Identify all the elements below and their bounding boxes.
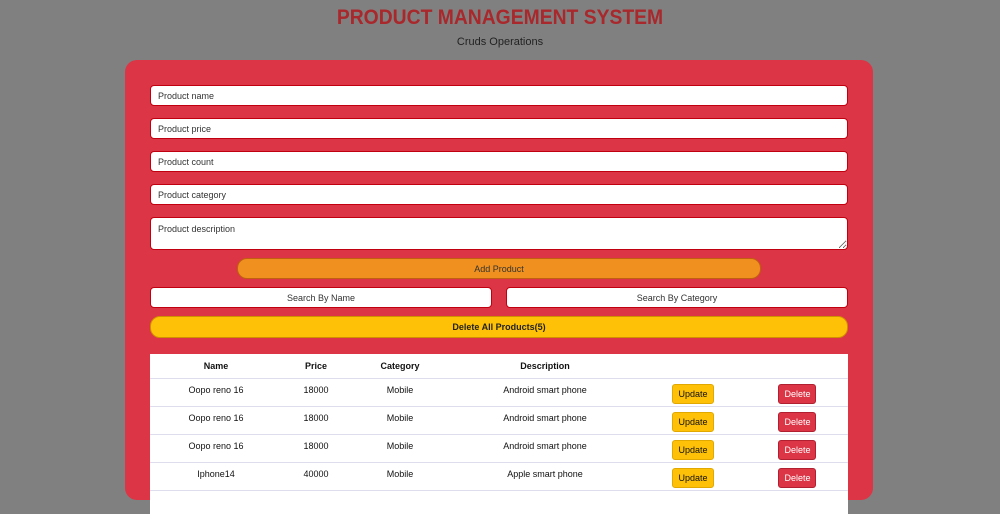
cell-price: 18000 (282, 434, 350, 463)
header-description: Description (450, 354, 640, 379)
cell-update: Update (640, 434, 745, 463)
delete-all-button[interactable]: Delete All Products(5) (150, 316, 848, 338)
search-by-name-input[interactable] (150, 287, 492, 308)
update-button[interactable]: Update (671, 440, 714, 460)
product-category-input[interactable] (150, 184, 848, 205)
cell-description: Android smart phone (450, 406, 640, 435)
cell-description: Android smart phone (450, 378, 640, 407)
cell-category: Mobile (350, 406, 450, 435)
cell-description: Android smart phone (450, 434, 640, 463)
cell-update: Update (640, 406, 745, 435)
header-delete (745, 354, 848, 379)
page-title: PRODUCT MANAGEMENT SYSTEM (336, 6, 664, 29)
cell-update: Update (640, 462, 745, 491)
table-row: Oopo reno 16 18000 Mobile Android smart pho… (150, 378, 848, 407)
search-by-category-input[interactable] (506, 287, 848, 308)
cell-category: Mobile (350, 434, 450, 463)
table-row: Oopo reno 16 18000 Mobile Android smart pho… (150, 406, 848, 435)
header-price: Price (282, 354, 350, 379)
cell-delete: Delete (745, 434, 848, 463)
update-button[interactable]: Update (671, 384, 714, 404)
cell-delete: Delete (745, 378, 848, 407)
product-form-panel: Add Product Delete All Products(5) Name … (125, 60, 873, 514)
delete-button[interactable]: Delete (777, 412, 816, 432)
cell-name: Iphone14 (150, 462, 282, 491)
product-price-input[interactable] (150, 118, 848, 139)
cell-update: Update (640, 378, 745, 407)
table-header-row: Name Price Category Description (150, 354, 848, 379)
cell-category: Mobile (350, 378, 450, 407)
cell-category: Mobile (350, 462, 450, 491)
add-product-button[interactable]: Add Product (237, 258, 761, 279)
cell-name: Oopo reno 16 (150, 434, 282, 463)
delete-button[interactable]: Delete (777, 384, 816, 404)
cell-price: 40000 (282, 462, 350, 491)
table-row: Oopo reno 16 18000 Mobile Android smart pho… (150, 434, 848, 463)
cell-delete: Delete (745, 462, 848, 491)
update-button[interactable]: Update (671, 468, 714, 488)
delete-button[interactable]: Delete (777, 440, 816, 460)
cell-name: Oopo reno 16 (150, 406, 282, 435)
products-table: Name Price Category Description Oopo ren… (150, 354, 848, 514)
header-update (640, 354, 745, 379)
cell-description: Apple smart phone (450, 462, 640, 491)
cell-price: 18000 (282, 406, 350, 435)
cell-name: Oopo reno 16 (150, 378, 282, 407)
product-count-input[interactable] (150, 151, 848, 172)
update-button[interactable]: Update (671, 412, 714, 432)
product-description-input[interactable] (150, 217, 848, 250)
cell-delete: Delete (745, 406, 848, 435)
header-category: Category (350, 354, 450, 379)
table-row: Iphone14 40000 Mobile Apple smart phone Upda… (150, 462, 848, 491)
delete-button[interactable]: Delete (777, 468, 816, 488)
page-subtitle: Cruds Operations (456, 36, 544, 48)
header-name: Name (150, 354, 282, 379)
cell-price: 18000 (282, 378, 350, 407)
product-name-input[interactable] (150, 85, 848, 106)
